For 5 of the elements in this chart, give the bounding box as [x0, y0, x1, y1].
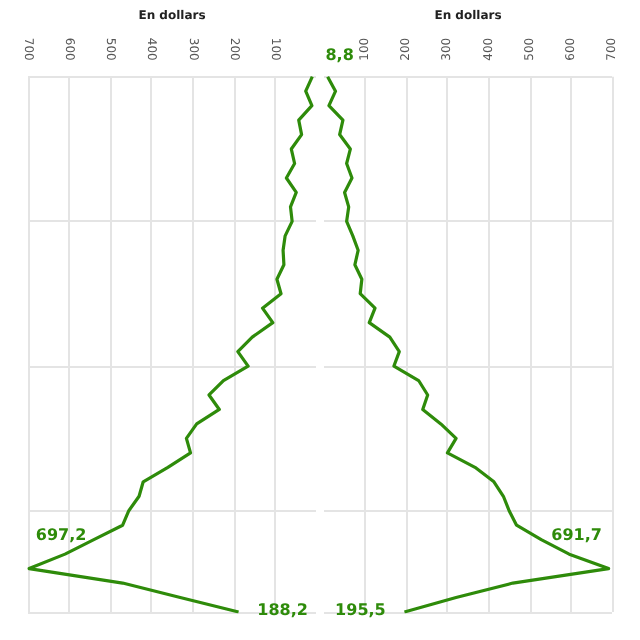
data-label: 697,2 [35, 525, 87, 544]
data-label: 8,8 [325, 45, 355, 64]
data-label: 691,7 [551, 525, 602, 544]
data-label: 195,5 [335, 601, 387, 619]
data-label: 188,2 [257, 601, 308, 619]
